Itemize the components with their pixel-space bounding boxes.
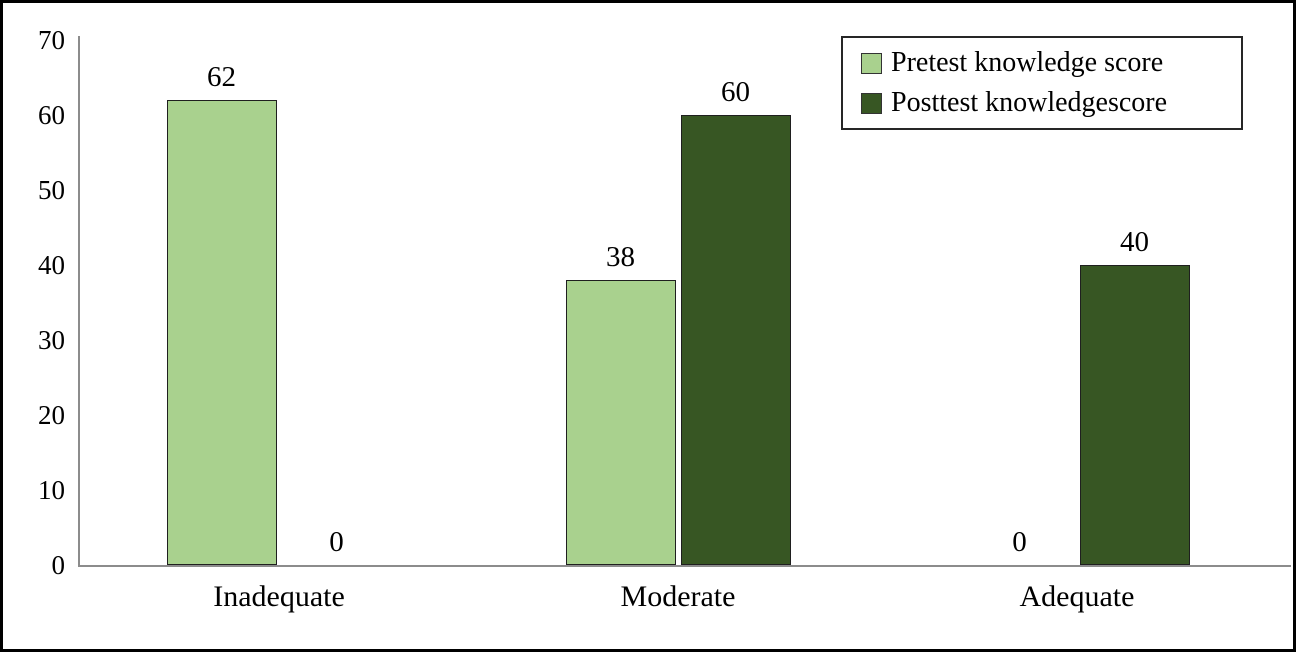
bar-pretest-moderate bbox=[565, 280, 676, 565]
y-axis-line bbox=[78, 36, 80, 565]
y-axis-tick-label: 30 bbox=[38, 325, 65, 355]
y-axis-tick-label: 70 bbox=[38, 25, 65, 55]
bar-value-label: 40 bbox=[1120, 226, 1149, 258]
y-axis-tick-label: 40 bbox=[38, 250, 65, 280]
bar-pretest-inadequate bbox=[166, 100, 277, 565]
legend-item-pretest: Pretest knowledge score bbox=[861, 48, 1241, 78]
bar-value-label: 38 bbox=[606, 241, 635, 273]
bar-posttest-moderate bbox=[680, 115, 791, 565]
legend-item-posttest: Posttest knowledgescore bbox=[861, 88, 1241, 118]
x-axis-line bbox=[78, 565, 1291, 567]
legend-label-pretest: Pretest knowledge score bbox=[891, 47, 1164, 78]
y-axis-tick-label: 0 bbox=[51, 550, 66, 580]
bar-value-label: 60 bbox=[721, 76, 750, 108]
legend-label-posttest: Posttest knowledgescore bbox=[891, 87, 1168, 118]
x-axis-category-label: Adequate bbox=[1019, 580, 1135, 613]
y-axis-tick-label: 50 bbox=[38, 175, 65, 205]
x-axis-category-label: Inadequate bbox=[213, 580, 345, 613]
bar-value-label: 62 bbox=[207, 61, 236, 93]
x-axis-category-label: Moderate bbox=[620, 580, 736, 613]
y-axis-tick-label: 60 bbox=[38, 100, 65, 130]
y-axis-tick-label: 10 bbox=[38, 475, 65, 505]
y-axis-tick-label: 20 bbox=[38, 400, 65, 430]
legend-swatch-pretest-icon bbox=[861, 52, 882, 74]
legend-swatch-posttest-icon bbox=[861, 92, 882, 114]
bar-posttest-adequate bbox=[1079, 265, 1190, 565]
bar-value-label: 0 bbox=[1012, 526, 1027, 558]
legend: Pretest knowledge score Posttest knowled… bbox=[841, 36, 1243, 130]
bar-value-label: 0 bbox=[329, 526, 344, 558]
